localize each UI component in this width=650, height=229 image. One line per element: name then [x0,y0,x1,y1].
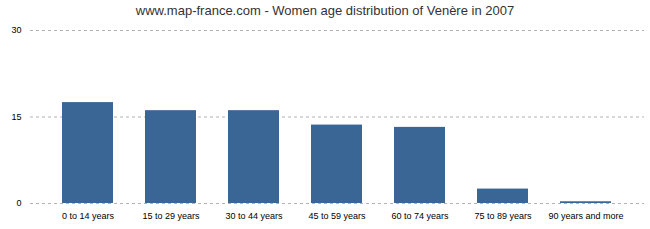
svg-text:90 years and more: 90 years and more [548,211,623,221]
svg-text:15: 15 [11,112,21,122]
svg-text:45 to 59 years: 45 to 59 years [308,211,366,221]
svg-text:30: 30 [11,25,21,35]
svg-text:60 to 74 years: 60 to 74 years [391,211,449,221]
svg-text:15 to 29 years: 15 to 29 years [142,211,200,221]
svg-text:0 to 14 years: 0 to 14 years [62,211,115,221]
svg-text:30 to 44 years: 30 to 44 years [225,211,283,221]
html-text:www.map-france.com - Women age: www.map-france.com - Women age distribut… [135,3,515,18]
svg-text:75 to 89 years: 75 to 89 years [474,211,532,221]
svg-text:0: 0 [16,198,21,208]
